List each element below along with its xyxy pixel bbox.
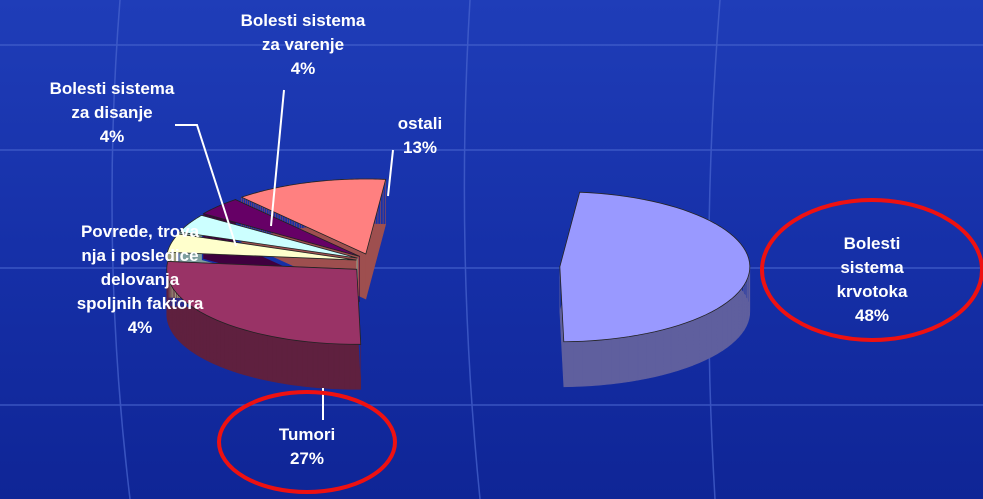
slice-label: Povrede, trova nja i posledice delovanja…: [77, 220, 204, 340]
category-name: Povrede, trova nja i posledice delovanja…: [76, 222, 204, 313]
slice-top: [166, 261, 362, 345]
pie: [166, 178, 751, 390]
category-name: Bolesti sistema za varenje: [240, 11, 366, 54]
highlight-ellipse: [217, 390, 397, 494]
value-label: 27%: [289, 449, 325, 468]
value-label: 4%: [127, 318, 153, 337]
slice-top: [559, 191, 751, 343]
slice-label: Bolesti sistema krvotoka 48%: [817, 232, 928, 328]
slice-top: [166, 233, 357, 261]
slice-label: ostali 13%: [398, 112, 442, 160]
slice-label: Tumori 27%: [279, 423, 335, 471]
slice-top: [178, 214, 358, 259]
value-label: 4%: [99, 127, 125, 146]
slice-top: [202, 199, 360, 257]
value-label: 4%: [290, 59, 316, 78]
slice: [559, 191, 751, 388]
category-name: Tumori: [278, 425, 336, 444]
category-name: Bolesti sistema krvotoka: [836, 234, 908, 301]
slice-label: Bolesti sistema za disanje 4%: [50, 77, 175, 149]
category-name: Bolesti sistema za disanje: [49, 79, 175, 122]
slice-label: Bolesti sistema za varenje 4%: [241, 9, 366, 81]
value-label: 48%: [854, 306, 890, 325]
category-name: ostali: [397, 114, 443, 133]
value-label: 13%: [402, 138, 438, 157]
slice: [166, 261, 362, 390]
highlight-ellipse: [760, 198, 983, 342]
leader-lines: [175, 89, 394, 420]
slice-top: [240, 178, 387, 255]
